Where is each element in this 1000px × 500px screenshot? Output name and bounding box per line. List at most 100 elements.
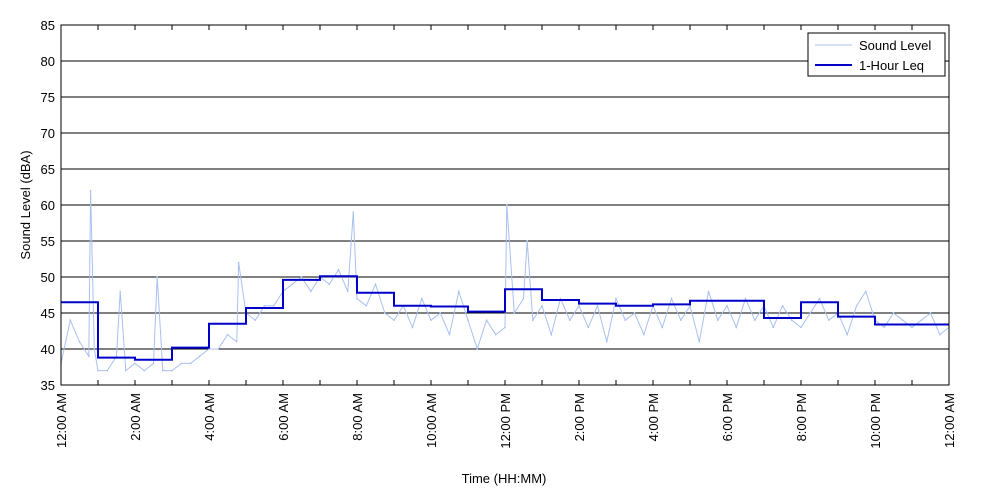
sound-level-point <box>300 276 303 278</box>
x-tick-label: 8:00 PM <box>794 393 809 441</box>
sound-level-point <box>578 305 580 307</box>
sound-level-point <box>679 319 682 322</box>
x-tick-label: 6:00 PM <box>720 393 735 441</box>
sound-level-point <box>467 319 469 322</box>
x-tick-label: 2:00 AM <box>128 393 143 441</box>
sound-level-point <box>920 319 923 322</box>
sound-level-point <box>87 355 90 358</box>
x-tick-label: 4:00 AM <box>202 393 217 441</box>
sound-level-point <box>97 369 99 372</box>
x-tick-label: 12:00 AM <box>942 393 957 448</box>
sound-level-point <box>383 312 386 314</box>
sound-level-point <box>526 240 528 242</box>
legend: Sound Level 1-Hour Leq <box>807 32 946 77</box>
sound-level-point <box>89 189 92 192</box>
sound-level-point <box>790 319 793 322</box>
sound-level-point <box>781 305 784 307</box>
sound-level-point <box>420 297 423 300</box>
sound-level-point <box>152 362 155 365</box>
sound-level-point <box>938 333 941 336</box>
sound-level-point <box>217 348 220 350</box>
sound-level-point <box>337 269 340 271</box>
sound-level-point <box>670 297 673 300</box>
series-1-hour-leq <box>61 275 949 361</box>
y-tick-label: 45 <box>41 306 55 321</box>
sound-level-point <box>476 348 479 350</box>
sound-level-point <box>892 312 895 314</box>
x-axis-ticks: 12:00 AM 2:00 AM 4:00 AM 6:00 AM 8:00 AM 10:0… <box>54 25 957 449</box>
sound-level-point <box>352 211 355 213</box>
sound-level-point <box>411 326 414 329</box>
y-tick-label: 70 <box>41 126 55 141</box>
sound-level-point <box>494 333 497 336</box>
sound-level-point <box>596 305 599 307</box>
y-tick-label: 35 <box>41 378 55 393</box>
y-tick-label: 50 <box>41 270 55 285</box>
sound-level-point <box>448 333 451 336</box>
sound-level-point <box>809 312 812 314</box>
x-axis-label: Time (HH:MM) <box>462 471 547 486</box>
y-tick-label: 60 <box>41 198 55 213</box>
sound-level-point <box>156 276 158 278</box>
sound-level-point <box>189 362 192 365</box>
sound-level-point <box>726 305 728 307</box>
sound-level-point <box>883 326 886 329</box>
sound-level-point <box>254 319 257 322</box>
y-tick-label: 40 <box>41 342 55 357</box>
sound-level-point <box>522 297 525 300</box>
legend-label-leq: 1-Hour Leq <box>859 58 924 73</box>
sound-level-point <box>69 319 72 322</box>
sound-level-point <box>93 348 96 350</box>
sound-level-point <box>911 326 913 329</box>
x-tick-label: 8:00 AM <box>350 393 365 441</box>
sound-level-point <box>735 326 738 329</box>
sound-level-point <box>827 319 830 322</box>
sound-level-point <box>198 355 201 358</box>
y-tick-label: 85 <box>41 18 55 33</box>
sound-level-point <box>864 290 867 293</box>
y-tick-label: 80 <box>41 54 55 69</box>
sound-level-point <box>772 326 775 329</box>
sound-level-point <box>439 312 442 314</box>
y-tick-label: 75 <box>41 90 55 105</box>
sound-level-point <box>513 312 516 314</box>
y-axis-label: Sound Level (dBA) <box>18 150 33 259</box>
x-tick-label: 10:00 AM <box>424 393 439 448</box>
sound-level-point <box>624 319 627 322</box>
sound-level-point <box>180 362 183 365</box>
x-tick-label: 2:00 PM <box>572 393 587 441</box>
sound-level-point <box>504 326 506 329</box>
sound-level-point <box>309 290 312 293</box>
sound-level-point <box>291 283 294 286</box>
sound-level-point <box>633 312 636 314</box>
sound-level-point <box>855 305 858 307</box>
sound-level-point <box>568 319 571 322</box>
sound-level-point <box>550 333 553 336</box>
sound-level-point <box>124 369 127 372</box>
y-tick-label: 55 <box>41 234 55 249</box>
sound-level-point <box>818 297 821 300</box>
sound-level-point <box>541 305 543 307</box>
sound-level-point <box>134 362 136 365</box>
sound-level-point <box>393 319 395 322</box>
sound-level-point <box>929 312 932 314</box>
sound-level-point <box>698 341 701 343</box>
sound-level-point <box>531 319 534 322</box>
sound-level-point <box>226 333 229 336</box>
sound-level-point <box>605 341 608 343</box>
x-tick-label: 10:00 PM <box>868 393 883 449</box>
x-tick-label: 6:00 AM <box>276 393 291 441</box>
legend-box <box>807 32 946 77</box>
sound-level-point <box>119 290 121 293</box>
sound-level-point <box>587 326 590 329</box>
sound-level-point <box>161 369 164 372</box>
sound-level-point <box>263 305 266 307</box>
sound-level-point <box>272 305 275 307</box>
x-tick-label: 12:00 AM <box>54 393 69 448</box>
sound-level-point <box>78 341 81 343</box>
sound-level-point <box>237 261 240 264</box>
sound-level-point <box>356 297 358 300</box>
sound-level-point <box>846 333 849 336</box>
